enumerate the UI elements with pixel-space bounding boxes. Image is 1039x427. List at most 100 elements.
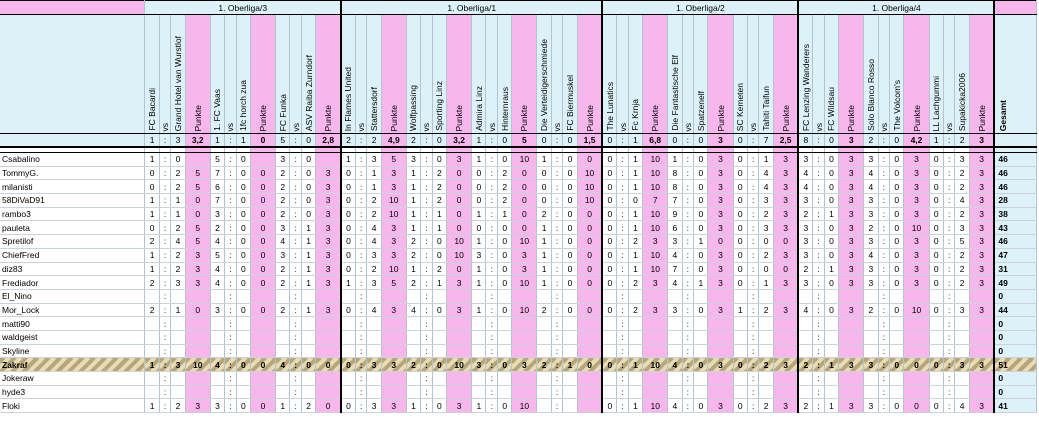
player-row[interactable]: matti90::::::::::::: 0 bbox=[0, 316, 1038, 331]
player-row[interactable]: diz83 1:2 3 4:0 0 2:1 3 0:2 10 1:2 0 1:0 3 1:0 0 0:1 10 7… bbox=[0, 262, 1038, 277]
tip-home: 1 bbox=[406, 207, 422, 222]
player-total: 41 bbox=[994, 398, 1038, 414]
player-row[interactable]: rambo3 1:1 0 3:0 0 2:0 3 0:2 10 1:1 0 1:1 0 2:0 0 0:1 10… bbox=[0, 207, 1038, 222]
tip-home: 1 bbox=[341, 152, 356, 167]
player-row[interactable]: Floki 1:2 3 3:0 0 1:2 0 0:3 3 1:0 3 1:0 10:0:1 10 4:0 3… bbox=[0, 398, 1038, 414]
tip-points bbox=[250, 344, 277, 359]
player-row[interactable]: TommyG. 0:2 5 7:0 0 2:0 3 0:1 3 1:2 0 0:2 0 0:0 10 0:1 1… bbox=[0, 166, 1038, 181]
tip-points: 0 bbox=[250, 357, 277, 372]
tip-home: 2 bbox=[275, 166, 291, 181]
player-row[interactable]: Mor_Lock 2:1 0 3:0 0 2:1 3 0:4 3 4:0 3 1:0 10 2:0 0 0:2… bbox=[0, 303, 1038, 318]
team-name-text: SC Kemeten bbox=[735, 82, 746, 131]
tip-away: 0 bbox=[497, 357, 513, 372]
tip-away: 1 bbox=[301, 234, 317, 249]
tip-points: 10 bbox=[642, 152, 669, 167]
tip-separator: : bbox=[420, 220, 433, 236]
tip-separator: : bbox=[224, 179, 237, 195]
tip-points: 3 bbox=[969, 357, 996, 372]
tip-home: 3 bbox=[210, 398, 226, 414]
tip-away: 2 bbox=[497, 166, 513, 181]
tip-home: 2 bbox=[275, 193, 291, 208]
player-row[interactable]: 58DiVaD91 1:1 0 7:0 0 2:0 3 0:2 10 1:2 0 0:2 0 0:0 10 0… bbox=[0, 193, 1038, 208]
player-row[interactable]: Zakraf 1:3 10 4:0 0 4:0 0 0:3 3 2:0 10 3:0 3 2:1 0 0:1 1… bbox=[0, 357, 1038, 372]
result-separator: : bbox=[943, 133, 956, 148]
tip-home: 1 bbox=[144, 152, 160, 167]
tip-points: 0 bbox=[577, 262, 604, 277]
tip-separator: : bbox=[943, 316, 956, 331]
tip-away bbox=[562, 398, 578, 414]
tip-separator: : bbox=[747, 316, 760, 331]
player-row[interactable]: Frediador 2:3 3 4:0 0 2:1 3 1:3 5 2:1 3 1:0 10 1:0 0 0:… bbox=[0, 275, 1038, 290]
player-row[interactable]: ChiefFred 1:2 3 5:0 0 3:1 3 0:3 3 2:0 10 3:0 3 1:0 0 0:… bbox=[0, 248, 1038, 263]
result-points: 3 bbox=[969, 133, 996, 148]
points-header: Punkte bbox=[707, 14, 734, 134]
tip-points: 3 bbox=[707, 166, 734, 181]
tip-separator: : bbox=[878, 193, 891, 208]
tip-points: 3 bbox=[903, 179, 930, 195]
tip-away bbox=[301, 289, 317, 304]
team-name-text: In Flames United bbox=[343, 66, 354, 131]
tip-points: 3 bbox=[838, 166, 865, 181]
player-name: Jokeraw bbox=[0, 371, 146, 386]
player-row[interactable]: Csabalino 1:0 5:0 3:0 1:3 5 3:0 3 1:0 10 1:0 0 0:1 10… bbox=[0, 152, 1038, 167]
tip-home bbox=[144, 289, 160, 304]
tip-away bbox=[366, 344, 382, 359]
tip-away: 1 bbox=[628, 207, 644, 222]
tip-points: 0 bbox=[446, 179, 473, 195]
player-row[interactable]: Jokeraw::::::::::::: 0 bbox=[0, 371, 1038, 386]
tip-away: 1 bbox=[693, 234, 709, 249]
player-row[interactable]: pauleta 0:2 5 2:0 0 3:1 3 0:4 3 1:1 0 0:0 0 1:0 0 0:1 10… bbox=[0, 220, 1038, 236]
tip-away bbox=[954, 330, 970, 345]
tip-points bbox=[315, 330, 343, 345]
player-row[interactable]: hyde3::::::::::::: 0 bbox=[0, 385, 1038, 400]
tip-points: 3 bbox=[773, 207, 800, 222]
tip-home: 1 bbox=[536, 275, 552, 290]
tip-home: 3 bbox=[471, 248, 487, 263]
tip-home: 0 bbox=[733, 275, 748, 290]
tip-away: 3 bbox=[170, 357, 186, 372]
league-title: 1. Oberliga/2 bbox=[602, 0, 800, 15]
tip-home bbox=[733, 316, 748, 331]
tip-points bbox=[185, 371, 211, 386]
tip-home: 1 bbox=[406, 220, 422, 236]
tip-points bbox=[642, 344, 669, 359]
tip-separator: : bbox=[289, 371, 302, 386]
result-home-goals: 1 bbox=[210, 133, 226, 148]
spacer-cell bbox=[889, 147, 905, 153]
tip-home: 2 bbox=[863, 220, 879, 236]
team-name: In Flames United bbox=[341, 14, 356, 134]
team-name: The Lunatics bbox=[602, 14, 618, 134]
tip-home bbox=[275, 344, 291, 359]
spacer-cell bbox=[863, 147, 879, 153]
result-points: 3 bbox=[838, 133, 865, 148]
result-points: 4,9 bbox=[381, 133, 407, 148]
player-row[interactable]: El_Nino::::::::::::: 0 bbox=[0, 289, 1038, 304]
tip-home: 0 bbox=[929, 220, 944, 236]
tip-separator: : bbox=[485, 289, 499, 304]
player-row[interactable]: milanisti 0:2 5 6:0 0 2:0 3 0:1 3 1:2 0 0:2 0 0:0 10 0:… bbox=[0, 179, 1038, 195]
tip-points bbox=[707, 316, 734, 331]
tip-points bbox=[315, 152, 343, 167]
player-row[interactable]: waldgeist::::::::::::: 0 bbox=[0, 330, 1038, 345]
player-row[interactable]: Spretilof 2:4 5 4:0 0 4:1 3 0:4 3 2:0 10 1:0 10 1:0 0 0… bbox=[0, 234, 1038, 249]
tip-home: 0 bbox=[602, 357, 618, 372]
team-name: Die Fantastische Elf bbox=[667, 14, 683, 134]
vs-label: vs bbox=[812, 14, 825, 134]
tip-away: 0 bbox=[889, 303, 905, 318]
tip-home: 0 bbox=[929, 357, 944, 372]
tip-points: 10 bbox=[642, 262, 669, 277]
tip-points: 3 bbox=[838, 193, 865, 208]
tip-away: 0 bbox=[236, 152, 251, 167]
points-header-text: Punkte bbox=[388, 104, 399, 131]
tip-away bbox=[824, 344, 840, 359]
tip-points bbox=[838, 385, 865, 400]
tip-separator: : bbox=[355, 398, 368, 414]
tip-away: 0 bbox=[497, 234, 513, 249]
tip-points: 3 bbox=[903, 262, 930, 277]
tip-home bbox=[275, 316, 291, 331]
tip-home: 0 bbox=[341, 303, 356, 318]
player-row[interactable]: Skyline::::::::::::: 0 bbox=[0, 344, 1038, 359]
tip-points: 0 bbox=[511, 179, 538, 195]
tip-separator: : bbox=[682, 193, 695, 208]
tip-home bbox=[341, 330, 356, 345]
